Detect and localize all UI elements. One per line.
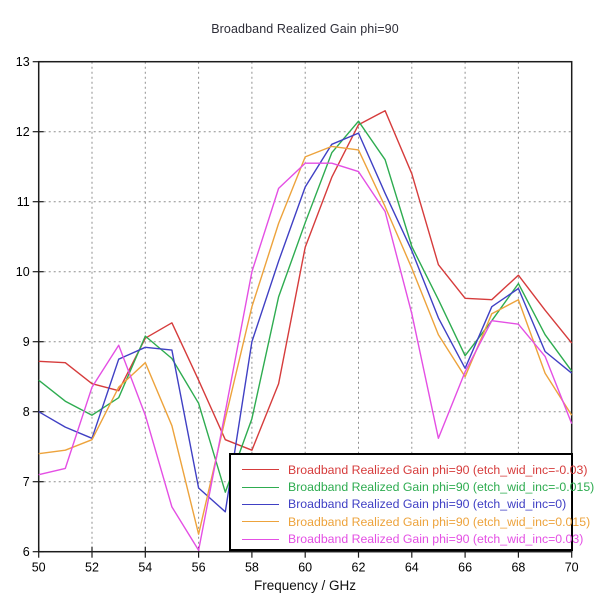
x-axis-label: Frequency / GHz (253, 578, 357, 593)
legend-item-3: Broadband Realized Gain phi=90 (etch_wid… (242, 513, 590, 530)
legend-line-sample-3 (242, 521, 279, 523)
x-tick-label-66: 66 (458, 561, 472, 575)
x-tick-label-50: 50 (32, 561, 46, 575)
series-line-0 (38, 109, 573, 451)
legend-label-1: Broadband Realized Gain phi=90 (etch_wid… (288, 479, 595, 494)
legend-label-3: Broadband Realized Gain phi=90 (etch_wid… (288, 514, 591, 529)
y-tick-label-11: 11 (17, 195, 30, 209)
series-line-4 (38, 162, 573, 551)
legend-item-4: Broadband Realized Gain phi=90 (etch_wid… (242, 531, 583, 548)
series-line-3 (38, 145, 573, 535)
x-tick-label-56: 56 (192, 561, 206, 575)
series-line-1 (38, 120, 573, 493)
legend-label-4: Broadband Realized Gain phi=90 (etch_wid… (288, 532, 584, 547)
legend-line-sample-1 (242, 486, 279, 488)
y-tick-label-12: 12 (16, 125, 30, 139)
x-tick-label-68: 68 (511, 561, 525, 575)
x-tick-label-60: 60 (298, 561, 312, 575)
x-tick-label-70: 70 (565, 561, 579, 575)
legend-item-2: Broadband Realized Gain phi=90 (etch_wid… (242, 496, 571, 513)
legend-item-0: Broadband Realized Gain phi=90 (etch_wid… (242, 461, 587, 478)
legend-line-sample-2 (242, 503, 279, 505)
y-tick-label-10: 10 (16, 265, 30, 279)
series-line-2 (38, 132, 573, 513)
y-tick-label-13: 13 (16, 55, 30, 69)
x-tick-label-64: 64 (405, 561, 419, 575)
legend-label-2: Broadband Realized Gain phi=90 (etch_wid… (288, 497, 567, 512)
x-tick-label-54: 54 (138, 561, 152, 575)
x-tick-label-62: 62 (352, 561, 366, 575)
y-tick-label-9: 9 (23, 335, 30, 349)
x-tick-label-52: 52 (85, 561, 99, 575)
x-tick-label-58: 58 (245, 561, 259, 575)
legend-line-sample-4 (242, 538, 279, 540)
legend-line-sample-0 (242, 469, 279, 471)
legend-item-1: Broadband Realized Gain phi=90 (etch_wid… (242, 478, 594, 495)
legend-label-0: Broadband Realized Gain phi=90 (etch_wid… (288, 462, 588, 477)
y-tick-label-8: 8 (23, 405, 30, 419)
y-tick-label-7: 7 (23, 475, 30, 489)
y-tick-label-6: 6 (23, 545, 30, 559)
chart-title: Broadband Realized Gain phi=90 (211, 22, 399, 36)
legend-box: Broadband Realized Gain phi=90 (etch_wid… (229, 453, 594, 551)
